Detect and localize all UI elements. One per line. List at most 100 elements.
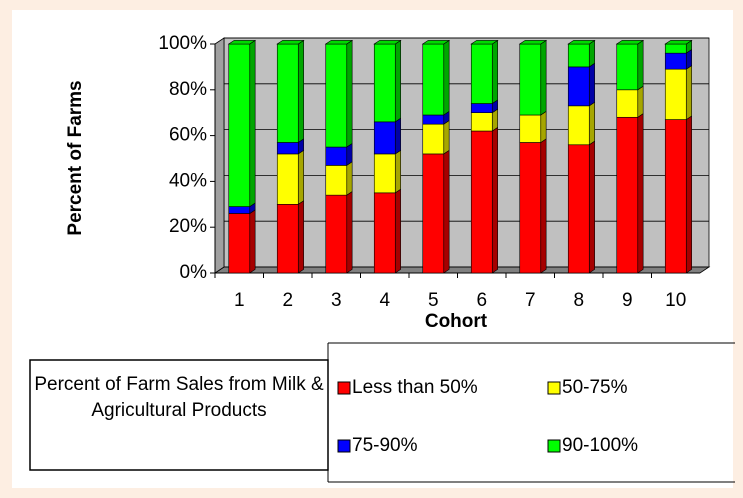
bar-top: [227, 40, 257, 45]
bar-side: [588, 140, 595, 274]
bar-side: [443, 39, 450, 116]
bar-side: [394, 149, 401, 194]
legend-title: Percent of Farm Sales from Milk & Agricu…: [34, 374, 324, 421]
bar-segment: [567, 144, 590, 274]
bar-side: [297, 39, 304, 144]
bar-segment: [519, 142, 542, 274]
bar-side: [685, 65, 692, 121]
bar-side: [297, 149, 304, 205]
legend-swatch: [337, 439, 351, 453]
y-tick-label: 0%: [180, 262, 208, 283]
plot-side-wall: [214, 37, 225, 274]
bar-top: [276, 40, 305, 45]
bar-segment: [228, 213, 251, 274]
bar-side: [637, 39, 644, 91]
legend-label: 75-90%: [352, 435, 418, 456]
bar-segment: [664, 43, 687, 54]
x-tick-label: 6: [476, 290, 487, 311]
x-tick-label: 2: [282, 290, 293, 311]
x-tick-label: 7: [525, 290, 536, 311]
y-tick-label: 20%: [169, 216, 207, 237]
y-tick-label: 100%: [158, 33, 207, 54]
bar-segment: [422, 153, 445, 274]
bar-side: [249, 39, 256, 208]
bar-segment: [373, 192, 396, 274]
bar-segment: [325, 194, 348, 274]
bar-segment: [422, 43, 445, 116]
bar-top: [324, 40, 354, 45]
bar-segment: [228, 43, 251, 207]
legend-swatch: [337, 381, 351, 395]
legend-label: 90-100%: [562, 435, 638, 456]
bar-side: [491, 39, 498, 105]
x-tick-label: 8: [573, 290, 584, 311]
bar-side: [685, 115, 692, 274]
x-tick-label: 3: [331, 290, 342, 311]
bar-segment: [664, 52, 687, 70]
bar-segment: [519, 114, 542, 143]
bar-top: [470, 40, 499, 45]
bar-side: [443, 149, 450, 274]
legend-swatch: [547, 439, 561, 453]
bar-side: [540, 39, 547, 116]
x-tick-label: 10: [665, 290, 686, 311]
bar-segment: [276, 43, 299, 143]
legend-swatch: [547, 381, 561, 395]
x-tick-label: 9: [622, 290, 633, 311]
bar-segment: [567, 66, 590, 107]
bar-side: [249, 209, 256, 274]
bar-segment: [325, 43, 348, 148]
bar-segment: [470, 43, 493, 104]
bar-side: [394, 188, 401, 274]
bar-top: [518, 40, 548, 45]
bar-segment: [519, 43, 542, 116]
x-axis-title: Cohort: [425, 311, 488, 332]
bar-side: [443, 119, 450, 155]
y-tick-label: 40%: [169, 170, 207, 191]
bar-segment: [616, 116, 639, 274]
bar-side: [346, 161, 353, 196]
bar-segment: [567, 43, 590, 68]
bar-segment: [567, 105, 590, 146]
bar-side: [540, 110, 547, 144]
bar-top: [664, 40, 693, 45]
bar-segment: [422, 123, 445, 155]
bar-side: [637, 113, 644, 274]
x-tick-label: 5: [428, 290, 439, 311]
bar-side: [297, 200, 304, 274]
x-tick-label: 1: [234, 290, 245, 311]
bar-side: [346, 190, 353, 274]
bar-top: [373, 40, 402, 45]
y-axis-title: Percent of Farms: [65, 80, 86, 235]
y-tick-label: 60%: [169, 125, 207, 146]
legend-label: 50-75%: [562, 377, 628, 398]
bar-side: [637, 85, 644, 118]
bar-segment: [325, 146, 348, 166]
bar-side: [588, 39, 595, 68]
bar-side: [491, 126, 498, 274]
bar-side: [394, 117, 401, 155]
bar-segment: [422, 114, 445, 125]
x-tick-label: 4: [379, 290, 390, 311]
bar-segment: [616, 43, 639, 91]
bar-segment: [664, 119, 687, 274]
bar-segment: [228, 206, 251, 214]
bar-segment: [470, 103, 493, 114]
bar-segment: [470, 112, 493, 132]
bar-top: [421, 40, 451, 45]
bar-top: [615, 40, 645, 45]
bar-segment: [373, 153, 396, 194]
bar-segment: [616, 89, 639, 118]
bar-segment: [664, 68, 687, 120]
legend-label: Less than 50%: [352, 377, 478, 398]
bar-segment: [373, 43, 396, 123]
bar-side: [346, 39, 353, 148]
bar-side: [588, 101, 595, 146]
bar-segment: [276, 142, 299, 155]
bar-side: [540, 138, 547, 274]
bar-segment: [276, 153, 299, 205]
bar-side: [588, 62, 595, 107]
bar-side: [394, 39, 401, 123]
